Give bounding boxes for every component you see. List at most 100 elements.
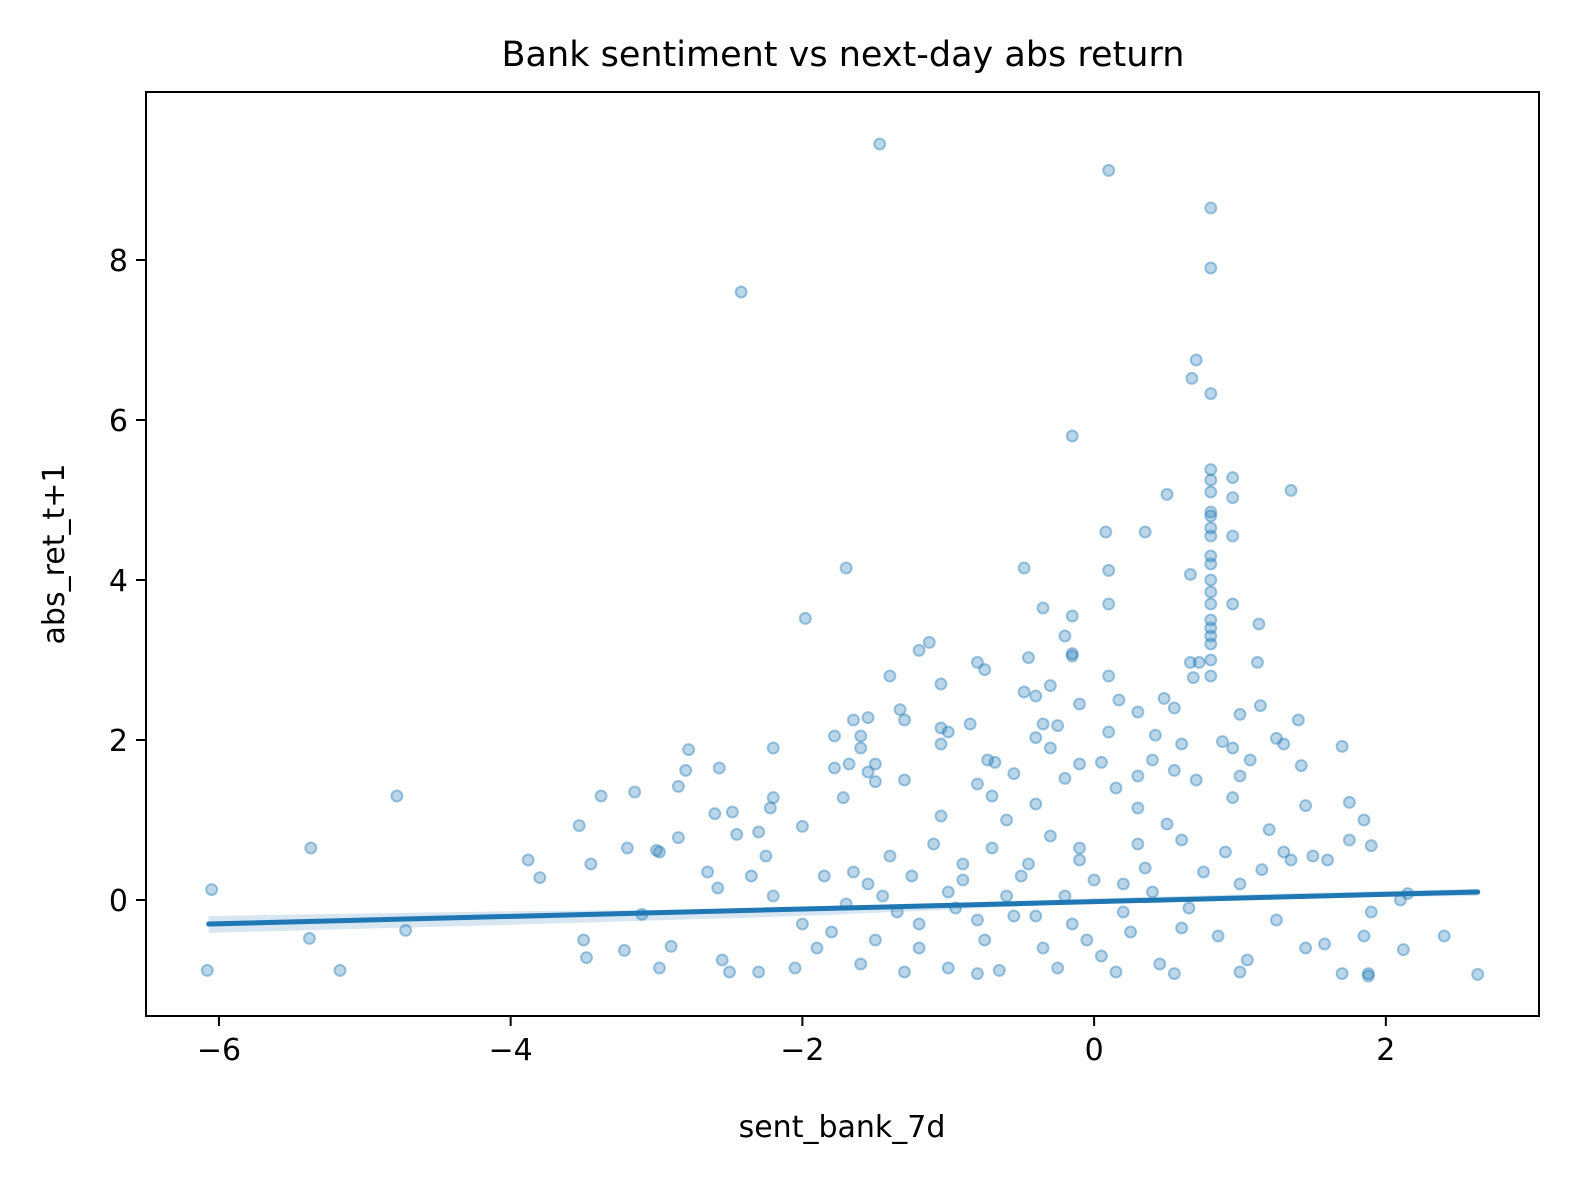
scatter-point <box>1058 771 1072 785</box>
scatter-point <box>1014 869 1028 883</box>
scatter-point <box>1253 699 1267 713</box>
scatter-point <box>970 777 984 791</box>
scatter-point <box>788 961 802 975</box>
scatter-point <box>876 889 890 903</box>
scatter-point <box>861 765 875 779</box>
scatter-point <box>1277 845 1291 859</box>
scatter-point <box>725 805 739 819</box>
scatter-point <box>712 761 726 775</box>
scatter-point <box>1131 705 1145 719</box>
scatter-point <box>897 713 911 727</box>
scatter-point <box>1183 655 1197 669</box>
scatter-point <box>1204 621 1218 635</box>
scatter-point <box>1318 937 1332 951</box>
scatter-point <box>1335 967 1349 981</box>
scatter-point <box>854 957 868 971</box>
scatter-point <box>1148 728 1162 742</box>
scatter-point <box>1167 763 1181 777</box>
y-tick-label: 2 <box>109 724 128 759</box>
scatter-point <box>1021 857 1035 871</box>
scatter-point <box>897 965 911 979</box>
scatter-point <box>912 941 926 955</box>
scatter-point <box>1437 929 1451 943</box>
scatter-point <box>333 963 347 977</box>
scatter-point <box>1145 885 1159 899</box>
scatter-point <box>1204 505 1218 519</box>
scatter-point <box>1183 567 1197 581</box>
x-tick-label: 0 <box>1085 1033 1104 1068</box>
scatter-point <box>708 807 722 821</box>
scatter-point <box>1204 669 1218 683</box>
scatter-point <box>1204 557 1218 571</box>
scatter-point <box>1080 933 1094 947</box>
scatter-point <box>1299 799 1313 813</box>
scatter-point <box>1058 629 1072 643</box>
scatter-point <box>521 853 535 867</box>
y-tick-label: 0 <box>109 884 128 919</box>
scatter-point <box>1204 549 1218 563</box>
scatter-point <box>1211 929 1225 943</box>
scatter-point <box>1138 861 1152 875</box>
scatter-point <box>766 889 780 903</box>
scatter-point <box>1357 813 1371 827</box>
scatter-point <box>1364 905 1378 919</box>
scatter-point <box>1226 741 1240 755</box>
scatter-point <box>1073 841 1087 855</box>
scatter-point <box>1000 813 1014 827</box>
scatter-point <box>1250 655 1264 669</box>
x-tick-label: −4 <box>489 1033 533 1068</box>
scatter-point <box>825 925 839 939</box>
scatter-point <box>1299 941 1313 955</box>
scatter-point <box>985 789 999 803</box>
scatter-point <box>763 801 777 815</box>
scatter-point <box>893 703 907 717</box>
scatter-point <box>861 711 875 725</box>
scatter-point <box>1226 597 1240 611</box>
scatter-point <box>1102 725 1116 739</box>
scatter-point <box>1017 561 1031 575</box>
scatter-point <box>1233 877 1247 891</box>
scatter-point <box>722 965 736 979</box>
scatter-point <box>1204 629 1218 643</box>
scatter-point <box>1185 371 1199 385</box>
scatter-point <box>868 757 882 771</box>
scatter-point <box>711 881 725 895</box>
scatter-point <box>1189 353 1203 367</box>
axes-frame <box>145 91 1540 1017</box>
scatter-point <box>956 857 970 871</box>
scatter-point <box>1252 617 1266 631</box>
scatter-point <box>1255 863 1269 877</box>
scatter-point <box>922 635 936 649</box>
scatter-point <box>1029 731 1043 745</box>
scatter-point <box>1342 833 1356 847</box>
scatter-point <box>664 939 678 953</box>
scatter-point <box>650 843 664 857</box>
scatter-point <box>934 721 948 735</box>
scatter-point <box>1036 717 1050 731</box>
scatter-point <box>1036 601 1050 615</box>
scatter-point <box>988 755 1002 769</box>
scatter-point <box>1065 917 1079 931</box>
scatter-point <box>1320 853 1334 867</box>
scatter-point <box>1167 701 1181 715</box>
scatter-point <box>752 825 766 839</box>
scatter-point <box>1291 713 1305 727</box>
scatter-point <box>868 775 882 789</box>
scatter-point <box>827 761 841 775</box>
scatter-point <box>744 869 758 883</box>
scatter-point <box>1160 817 1174 831</box>
scatter-point <box>617 943 631 957</box>
scatter-point <box>941 885 955 899</box>
y-tick-label: 4 <box>109 564 128 599</box>
scatter-point <box>854 729 868 743</box>
scatter-point <box>1204 509 1218 523</box>
scatter-point <box>628 785 642 799</box>
scatter-point <box>620 841 634 855</box>
scatter-point <box>1342 795 1356 809</box>
scatter-point <box>584 857 598 871</box>
x-tick-label: 2 <box>1376 1033 1395 1068</box>
scatter-point <box>682 743 696 757</box>
y-axis-label: abs_ret_t+1 <box>37 464 72 645</box>
scatter-point <box>1284 853 1298 867</box>
